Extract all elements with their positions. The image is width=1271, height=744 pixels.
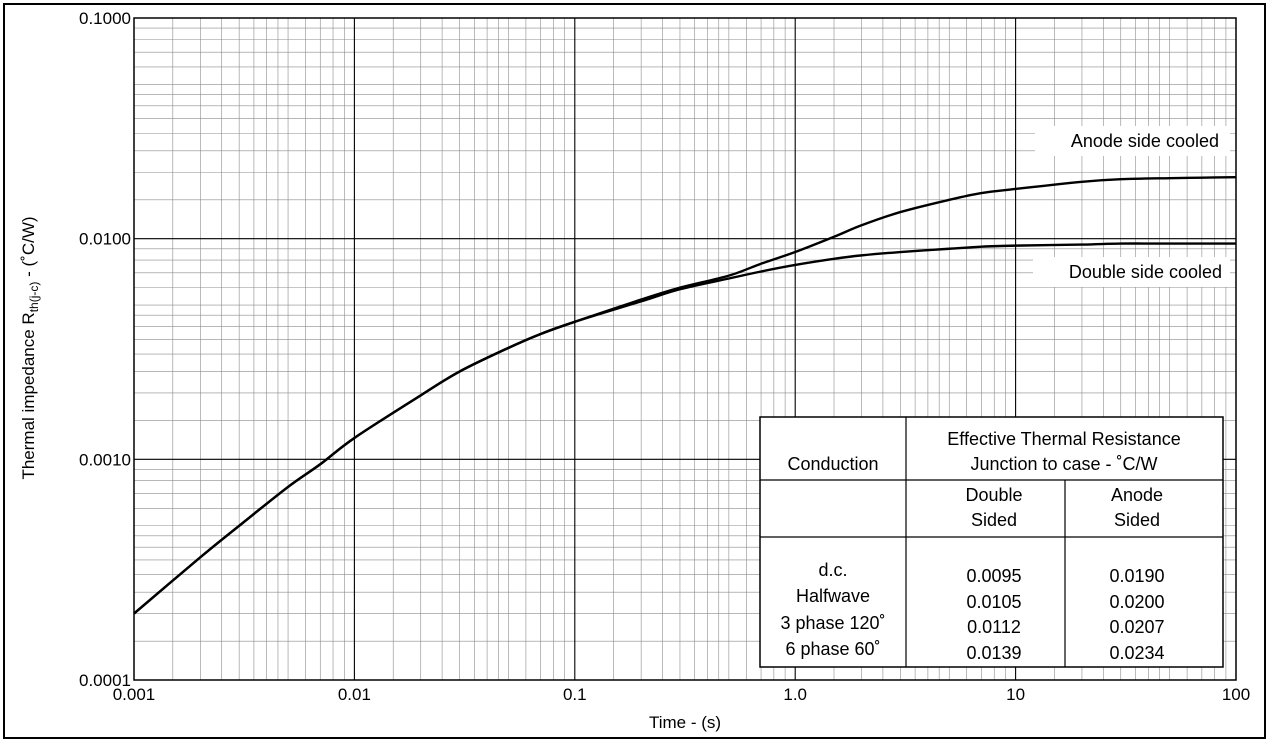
y-tick-label: 0.0100	[79, 230, 131, 249]
table-row-anode: 0.0200	[1109, 592, 1164, 612]
y-tick-label: 0.0001	[79, 671, 131, 690]
series-lines	[133, 175, 1237, 615]
x-tick-label: 1.0	[783, 685, 807, 704]
y-tick-label: 0.0010	[79, 450, 131, 469]
table-subheader-anode-1: Anode	[1111, 485, 1163, 505]
x-tick-label: 10	[1006, 685, 1025, 704]
table-row-conduction: 3 phase 120˚	[780, 613, 885, 633]
table-row-anode: 0.0234	[1109, 643, 1164, 663]
y-axis-title: Thermal impedance Rth(j-c) - (˚C/W)	[19, 216, 41, 479]
series-line-double-side-cooled	[133, 242, 1236, 615]
annotations: Anode side cooled Double side cooled	[1033, 126, 1230, 287]
y-tick-labels: 0.0001 0.0010 0.0100 0.1000	[79, 9, 131, 690]
annotation-double-side-cooled: Double side cooled	[1069, 262, 1222, 282]
annotation-mask-double	[1033, 257, 1230, 287]
x-tick-label: 0.01	[338, 685, 371, 704]
y-axis-title-subscript: th(j-c)	[27, 282, 41, 313]
table-subheader-double-2: Sided	[971, 510, 1017, 530]
table-row-conduction: Halfwave	[796, 586, 870, 606]
table-row-double: 0.0095	[966, 566, 1021, 586]
x-tick-label: 0.001	[113, 685, 156, 704]
plot-area-border	[133, 17, 1237, 681]
annotation-mask-anode	[1035, 126, 1230, 156]
table-header-conduction: Conduction	[787, 454, 878, 474]
y-tick-label: 0.1000	[79, 9, 131, 28]
x-tick-label: 100	[1222, 685, 1250, 704]
table-row-anode: 0.0190	[1109, 566, 1164, 586]
table-group-header-line2: Junction to case - ˚C/W	[970, 454, 1157, 474]
table-subheader-anode-2: Sided	[1114, 510, 1160, 530]
thermal-resistance-table: Conduction Effective Thermal Resistance …	[759, 416, 1224, 668]
annotation-anode-side-cooled: Anode side cooled	[1071, 131, 1219, 151]
table-row-double: 0.0139	[966, 643, 1021, 663]
table-row-conduction: 6 phase 60˚	[785, 639, 880, 659]
table-row-anode: 0.0207	[1109, 617, 1164, 637]
table-row-conduction: d.c.	[818, 560, 847, 580]
x-tick-label: 0.1	[563, 685, 587, 704]
y-axis-title-prefix: Thermal impedance R	[19, 312, 38, 479]
table-row-double: 0.0112	[967, 617, 1021, 637]
table-group-header-line1: Effective Thermal Resistance	[947, 429, 1180, 449]
table-subheader-double-1: Double	[965, 485, 1022, 505]
table-row-double: 0.0105	[966, 592, 1021, 612]
x-axis-title: Time - (s)	[649, 713, 721, 732]
x-tick-labels: 0.001 0.01 0.1 1.0 10 100	[113, 685, 1250, 704]
y-axis-title-suffix: - (˚C/W)	[19, 216, 38, 281]
table-background	[759, 416, 1224, 668]
